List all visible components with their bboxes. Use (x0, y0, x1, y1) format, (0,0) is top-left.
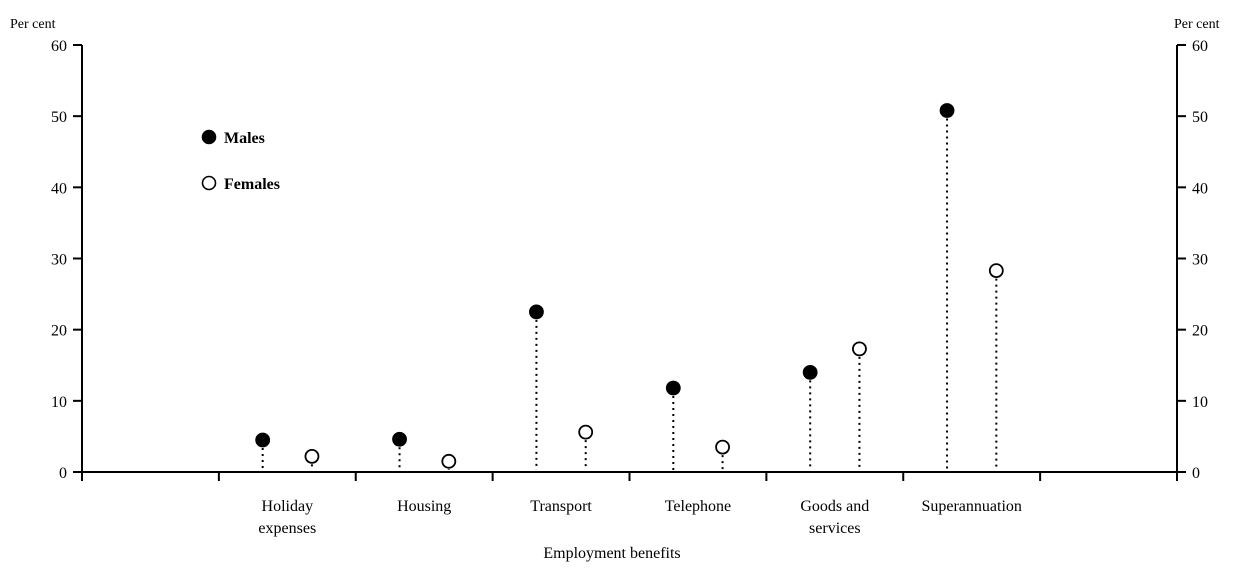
category-label: Transport (530, 498, 592, 515)
left-y-tick-label: 30 (51, 252, 67, 269)
females-point (441, 453, 457, 469)
left-y-tick-label: 60 (51, 38, 67, 55)
right-y-tick-label: 0 (1192, 465, 1200, 482)
males-point (529, 304, 544, 320)
males-point (939, 103, 955, 118)
category-label: Superannuation (921, 498, 1021, 515)
category-label: Holiday (262, 498, 314, 515)
right-y-tick-label: 20 (1192, 323, 1208, 340)
legend-males-marker (201, 129, 217, 145)
category-label: Telephone (665, 498, 731, 515)
tick-layer: 0 0 10 10 20 20 30 30 40 40 50 50 60 60 (51, 38, 1208, 482)
males-point (802, 364, 818, 380)
females-point (304, 448, 320, 464)
category-label: Housing (397, 498, 451, 515)
right-y-tick-label: 30 (1192, 252, 1208, 269)
males-point (392, 431, 407, 447)
left-y-tick-label: 10 (51, 394, 67, 411)
category-label: services (809, 520, 861, 537)
right-y-tick-label: 10 (1192, 394, 1208, 411)
x-axis-title: Employment benefits (543, 545, 680, 562)
left-axis-unit-label: Per cent (10, 17, 56, 32)
females-point (715, 439, 730, 455)
males-point (665, 380, 681, 396)
legend-females-marker (201, 175, 217, 191)
category-label: expenses (258, 520, 316, 537)
legend-males-label: Males (224, 130, 265, 147)
left-y-tick-label: 50 (51, 109, 67, 126)
point-layer (255, 103, 1004, 469)
right-axis-unit-label: Per cent (1174, 17, 1220, 32)
females-point (578, 424, 594, 440)
females-point (852, 341, 867, 357)
females-point (988, 263, 1004, 278)
left-y-tick-label: 0 (59, 465, 67, 482)
males-point (255, 432, 271, 448)
category-label: Goods and (800, 498, 869, 515)
legend: Males Females (201, 129, 280, 193)
left-y-tick-label: 20 (51, 323, 67, 340)
legend-females-label: Females (224, 176, 280, 193)
right-y-tick-label: 50 (1192, 109, 1208, 126)
stem-layer (261, 118, 998, 470)
right-y-tick-label: 60 (1192, 38, 1208, 55)
left-y-tick-label: 40 (51, 180, 67, 197)
category-label-layer: Holiday expenses Housing Transport Telephone… (258, 498, 1021, 537)
right-y-tick-label: 40 (1192, 180, 1208, 197)
